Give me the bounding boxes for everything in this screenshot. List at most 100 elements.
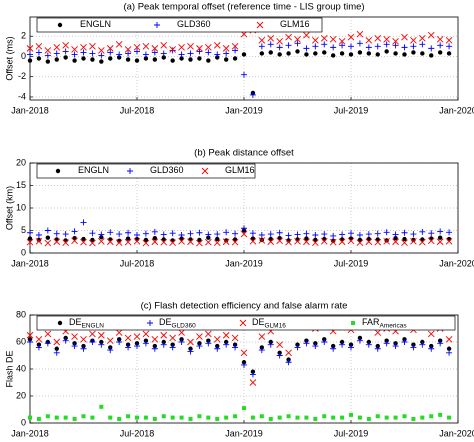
data-point (365, 36, 373, 44)
data-point (356, 239, 364, 246)
data-point (35, 49, 42, 56)
data-point (249, 237, 257, 245)
legend-name: ENGLN (78, 165, 109, 175)
legend-name: FAR (362, 317, 380, 327)
data-point (285, 349, 292, 357)
data-point (169, 47, 176, 54)
panel-title: (a) Peak temporal offset (reference time… (123, 2, 364, 13)
data-point (348, 230, 354, 237)
legend-subscript: ENGLN (82, 322, 105, 329)
data-point (401, 44, 408, 51)
data-point (125, 229, 132, 236)
y-tick-label: 2 (21, 31, 26, 41)
data-point (133, 333, 141, 340)
data-point (169, 344, 176, 351)
data-point (330, 345, 337, 352)
data-point (53, 338, 61, 346)
data-point (446, 236, 452, 242)
data-point (125, 50, 132, 57)
data-point (90, 415, 95, 420)
x-tick-label: Jan-2019 (225, 105, 263, 115)
data-point (152, 57, 158, 62)
data-point (89, 330, 96, 338)
data-point (349, 412, 353, 417)
data-point (124, 46, 132, 53)
data-point (222, 331, 230, 339)
data-point (170, 58, 175, 63)
data-point (240, 230, 248, 238)
legend-marker (127, 168, 133, 174)
data-point (115, 329, 123, 336)
data-point (348, 52, 354, 57)
data-point (214, 345, 221, 352)
legend-marker (239, 319, 247, 327)
data-point (445, 335, 453, 343)
data-point (35, 232, 42, 238)
data-point (134, 58, 140, 63)
data-point (72, 416, 77, 421)
data-point (348, 344, 354, 351)
data-point (303, 45, 310, 52)
data-point (286, 51, 291, 56)
data-point (71, 228, 78, 235)
data-point (446, 229, 453, 236)
data-point (54, 237, 59, 242)
data-point (142, 239, 150, 247)
data-point (410, 43, 417, 50)
data-point (356, 337, 363, 344)
data-point (134, 343, 140, 350)
data-point (107, 347, 114, 354)
data-point (187, 230, 194, 237)
data-point (356, 30, 364, 38)
legend-label: ENGLN (80, 19, 111, 29)
data-point (106, 238, 114, 246)
data-point (268, 416, 273, 421)
data-point (36, 56, 42, 61)
data-point (410, 231, 417, 238)
data-point (365, 238, 373, 246)
data-point (215, 55, 220, 60)
data-point (268, 50, 273, 55)
data-point (160, 331, 168, 339)
data-point (142, 330, 150, 338)
data-point (125, 57, 131, 62)
data-point (152, 235, 158, 241)
data-point (90, 237, 95, 243)
data-point (374, 43, 381, 50)
data-point (197, 414, 202, 419)
data-point (401, 339, 408, 345)
data-point (232, 230, 239, 237)
data-point (115, 41, 123, 48)
data-point (365, 44, 372, 51)
x-tick-label: Jul-2019 (334, 428, 369, 437)
legend-marker (201, 167, 209, 175)
data-point (143, 237, 149, 243)
data-point (81, 414, 86, 419)
y-tick-label: 20 (16, 157, 26, 167)
data-point (294, 237, 301, 245)
data-point (223, 341, 230, 348)
legend-subscript: Americas (380, 322, 408, 329)
legend-marker (351, 321, 355, 325)
data-point (160, 238, 168, 246)
data-point (63, 415, 68, 420)
data-point (35, 344, 42, 351)
data-point (447, 415, 452, 420)
data-point (312, 36, 319, 44)
data-point (231, 238, 239, 246)
data-point (322, 236, 327, 242)
data-point (294, 231, 301, 238)
panel-title: (c) Flash detection efficiency and false… (141, 301, 348, 312)
data-point (63, 55, 68, 60)
data-point (106, 337, 114, 344)
data-point (28, 415, 32, 420)
data-point (241, 225, 247, 232)
data-point (383, 340, 390, 347)
data-point (330, 53, 336, 58)
y-tick-label: 60 (16, 336, 26, 346)
data-point (44, 47, 52, 54)
data-point (99, 59, 104, 64)
data-point (384, 238, 389, 243)
data-point (115, 239, 123, 246)
